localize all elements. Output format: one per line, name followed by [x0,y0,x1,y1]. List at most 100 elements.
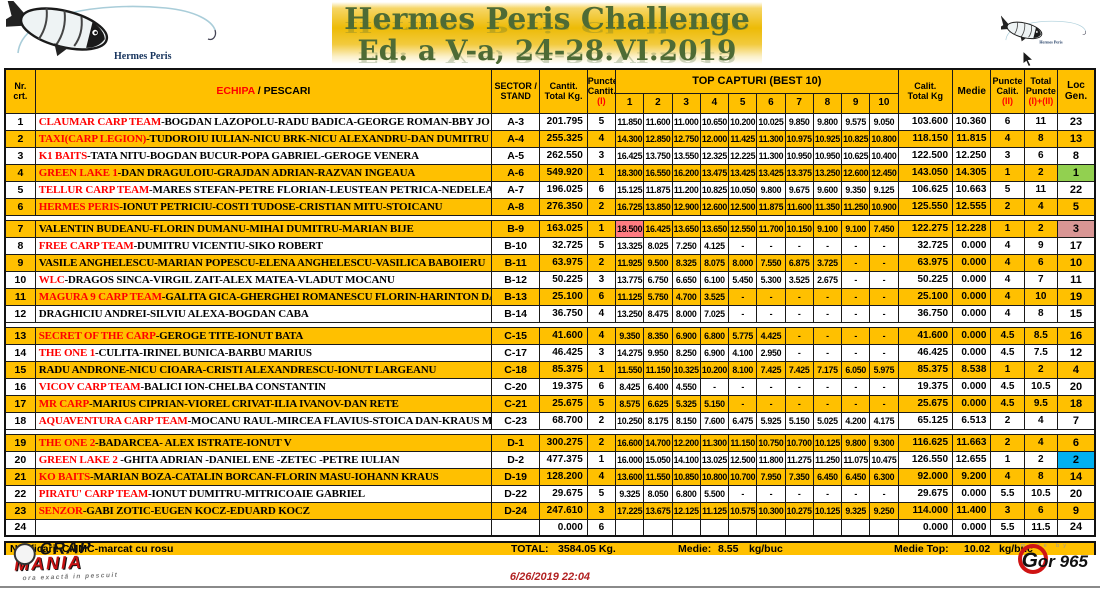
cell-capture-3: 13.550 [671,146,701,165]
cell-puncte-calit: 4 [990,253,1025,272]
cell-sector-stand: C-15 [490,326,541,345]
cell-capture-10: 9.250 [869,501,899,520]
cell-capture-1: 11.925 [615,253,645,272]
cell-sector-stand: C-17 [490,343,541,362]
cell-nr: 9 [4,253,36,272]
cell-puncte-cantit: 2 [586,253,617,272]
angler-names: DRAGHICIU ANDREI-SILVIU ALEXA-BOGDAN CAB… [38,307,309,320]
cell-sector-stand: C-18 [490,360,541,379]
cell-loc-gen: 22 [1056,180,1096,199]
cell-capture-10: 10.475 [869,450,899,469]
cell-capture-1: 8.575 [615,394,645,413]
cell-capture-5: 11.425 [728,129,758,148]
cell-capture-5: 10.575 [728,501,758,520]
cell-capture-2: 16.550 [643,163,673,182]
cell-loc-gen: 11 [1056,270,1096,289]
cell-sector-stand: D-24 [490,501,541,520]
cell-capture-10: 12.450 [869,163,899,182]
cell-puncte-calit: 1 [990,450,1025,469]
cell-medie: 8.538 [952,360,992,379]
cell-total-puncte: 11.5 [1023,518,1058,537]
cell-capture-8: 11.250 [812,450,843,469]
cell-total-puncte: 7 [1023,270,1058,289]
cell-calit-total: 32.725 [897,236,954,255]
team-row: 12 DRAGHICIU ANDREI-SILVIU ALEXA-BOGDAN C… [4,304,1096,323]
cell-cantit-total: 85.375 [539,360,588,379]
cell-total-puncte: 4 [1023,433,1058,452]
hermes-peris-logo-right-label: Hermes Peris [1039,39,1063,44]
angler-names: -GALITA GICA-GHERGHEI ROMANESCU FLORIN-H… [161,290,492,303]
cell-capture-3: 10.850 [671,467,701,486]
cell-capture-5: 10.200 [728,112,758,131]
team-name: SECRET OF THE CARP [38,329,156,342]
cell-capture-1 [615,518,645,537]
cell-capture-3: 11.200 [671,180,701,199]
cell-capture-5: - [728,484,758,503]
cell-cantit-total: 196.025 [539,180,588,199]
cell-capture-6: 11.875 [756,197,786,216]
bottom-divider [0,586,1100,588]
cell-capture-4: - [699,377,730,396]
cell-capture-4: 10.650 [699,112,730,131]
medie-unit: kg/buc [749,543,783,555]
cell-capture-7: 9.675 [784,180,814,199]
col-header-capture-10: 10 [869,92,899,114]
cell-puncte-calit: 5.5 [990,518,1025,537]
cell-capture-9: 10.625 [841,146,871,165]
cell-calit-total: 36.750 [897,304,954,323]
cell-capture-9: 6.050 [841,360,871,379]
cell-puncte-cantit: 5 [586,112,617,131]
cell-total-puncte: 6 [1023,253,1058,272]
cell-capture-7: 10.150 [784,219,814,238]
cell-echipa: TELLUR CARP TEAM-MARES STEFAN-PETRE FLOR… [34,180,492,199]
cell-nr: 19 [4,433,36,452]
cell-capture-9: - [841,484,871,503]
cell-medie: 0.000 [952,377,992,396]
cell-calit-total: 0.000 [897,518,954,537]
cell-puncte-cantit: 4 [586,326,617,345]
cell-capture-5: 10.050 [728,180,758,199]
cell-calit-total: 92.000 [897,467,954,486]
col-header-puncte-calit: Puncte Calit. (II) [990,68,1025,114]
team-name: THE ONE 2 [38,436,96,449]
cell-capture-1: 10.250 [615,411,645,430]
cell-capture-3: 8.000 [671,304,701,323]
cell-nr: 23 [4,501,36,520]
cell-loc-gen: 16 [1056,326,1096,345]
team-name: TAXI(CARP LEGION) [38,132,147,145]
cell-capture-8: 10.925 [812,129,843,148]
cell-calit-total: 114.000 [897,501,954,520]
cell-puncte-cantit: 3 [586,501,617,520]
cell-capture-2: 8.475 [643,304,673,323]
cell-puncte-cantit: 2 [586,197,617,216]
team-row: 5 TELLUR CARP TEAM-MARES STEFAN-PETRE FLO… [4,180,1096,199]
cell-capture-10: - [869,270,899,289]
cell-capture-8: - [812,343,843,362]
cell-loc-gen: 7 [1056,411,1096,430]
cell-nr: 7 [4,219,36,238]
cell-medie: 12.655 [952,450,992,469]
cell-echipa: WLC-DRAGOS SINCA-VIRGIL ZAIT-ALEX MATEA-… [34,270,492,289]
cell-medie: 0.000 [952,484,992,503]
cell-cantit-total: 255.325 [539,129,588,148]
cell-capture-4: 7.025 [699,304,730,323]
cell-capture-10: - [869,394,899,413]
cell-capture-3: 8.325 [671,253,701,272]
col-header-calit: Calit. Total Kg [897,68,954,114]
cell-capture-1: 9.350 [615,326,645,345]
cell-capture-7: 10.700 [784,433,814,452]
cell-capture-2: 13.850 [643,197,673,216]
cell-capture-5: 10.700 [728,467,758,486]
cell-total-puncte: 8 [1023,467,1058,486]
cell-capture-1: 13.325 [615,236,645,255]
cell-capture-7 [784,518,814,537]
cell-capture-2: 16.425 [643,219,673,238]
cell-capture-9 [841,518,871,537]
cell-loc-gen: 12 [1056,343,1096,362]
cell-nr: 22 [4,484,36,503]
cell-calit-total: 106.625 [897,180,954,199]
cell-calit-total: 126.550 [897,450,954,469]
cell-medie: 12.555 [952,197,992,216]
medie-label: Medie: [678,543,712,555]
cell-capture-2: 11.600 [643,112,673,131]
